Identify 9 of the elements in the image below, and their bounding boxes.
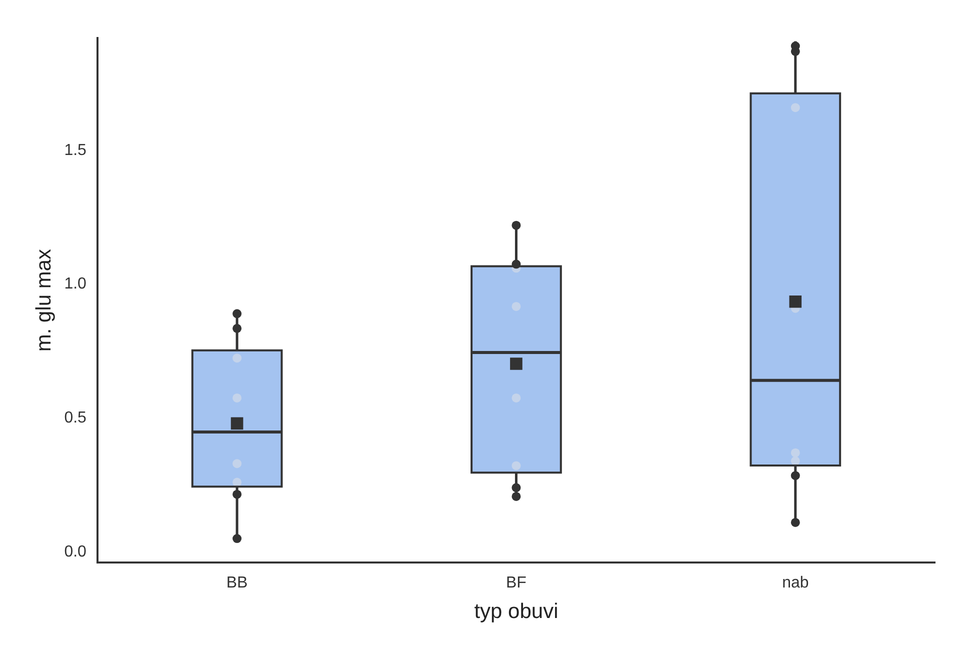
x-tick-label: nab bbox=[782, 574, 809, 592]
y-tick-label: 1.0 bbox=[64, 276, 87, 293]
y-axis-title: m. glu max bbox=[32, 248, 56, 352]
y-tick-label: 1.5 bbox=[64, 142, 87, 159]
y-tick-label: 0.0 bbox=[64, 543, 87, 560]
x-tick-label: BB bbox=[226, 574, 248, 592]
x-axis-title: typ obuvi bbox=[474, 600, 558, 624]
x-tick-label: BF bbox=[506, 574, 527, 592]
y-tick-label: 0.5 bbox=[64, 409, 87, 426]
